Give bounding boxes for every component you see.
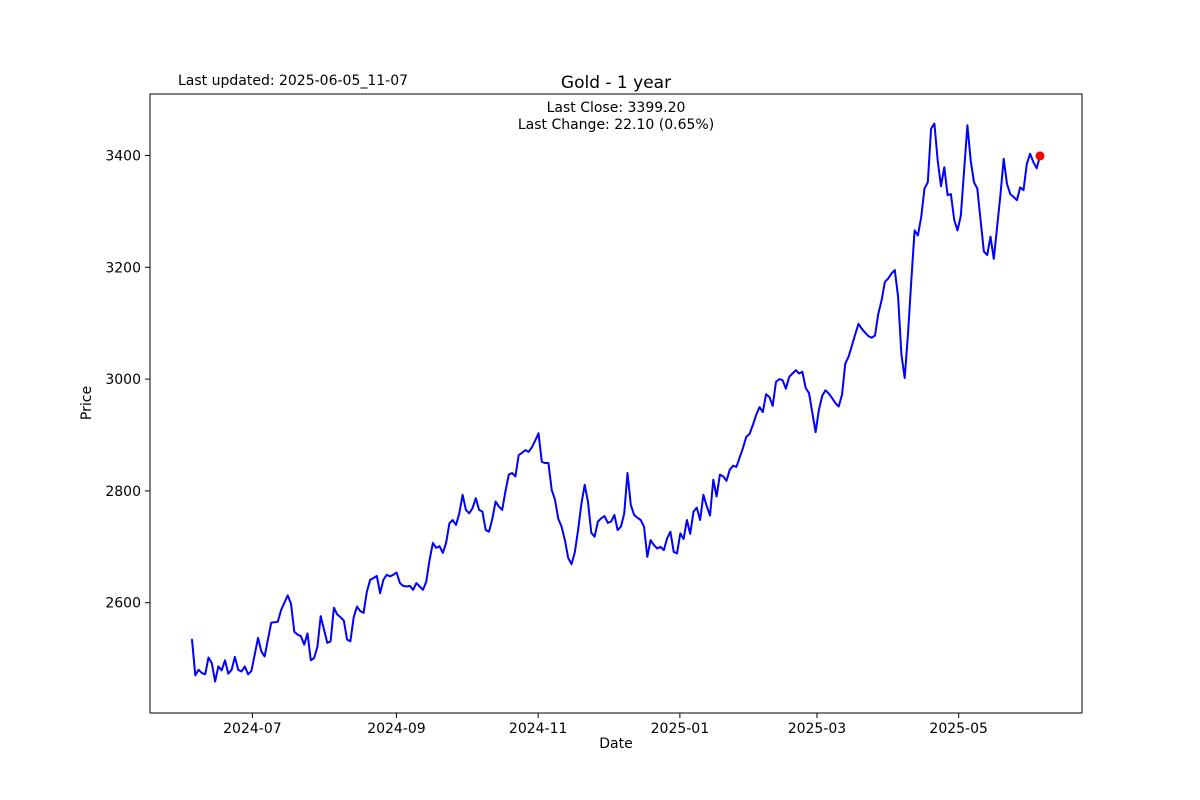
x-tick-label: 2024-11 <box>509 721 568 737</box>
chart-title: Gold - 1 year <box>561 73 671 93</box>
y-tick-label: 2600 <box>105 596 141 612</box>
x-tick-label: 2024-09 <box>367 721 426 737</box>
last-updated-label: Last updated: 2025-06-05_11-07 <box>178 73 408 89</box>
y-tick-label: 3400 <box>105 149 141 165</box>
price-line <box>191 122 1041 683</box>
y-axis-label: Price <box>79 386 95 420</box>
y-tick-label: 2800 <box>105 484 141 500</box>
x-tick-label: 2024-07 <box>223 721 282 737</box>
x-axis-ticks: 2024-07 2024-09 2024-11 2025-01 2025-03 2025-… <box>223 713 988 737</box>
y-tick-label: 3200 <box>105 260 141 276</box>
x-axis-label: Date <box>599 736 632 752</box>
plot-frame <box>149 93 1083 714</box>
last-close-annotation: Last Close: 3399.20 <box>547 100 686 116</box>
price-series <box>191 122 1045 683</box>
last-change-annotation: Last Change: 22.10 (0.65%) <box>518 117 714 133</box>
y-axis-ticks: 2600 2800 3000 3200 3400 <box>105 149 150 612</box>
x-tick-label: 2025-05 <box>929 721 988 737</box>
last-price-marker <box>1035 151 1045 161</box>
x-tick-label: 2025-03 <box>788 721 847 737</box>
y-tick-label: 3000 <box>105 372 141 388</box>
x-tick-label: 2025-01 <box>651 721 710 737</box>
